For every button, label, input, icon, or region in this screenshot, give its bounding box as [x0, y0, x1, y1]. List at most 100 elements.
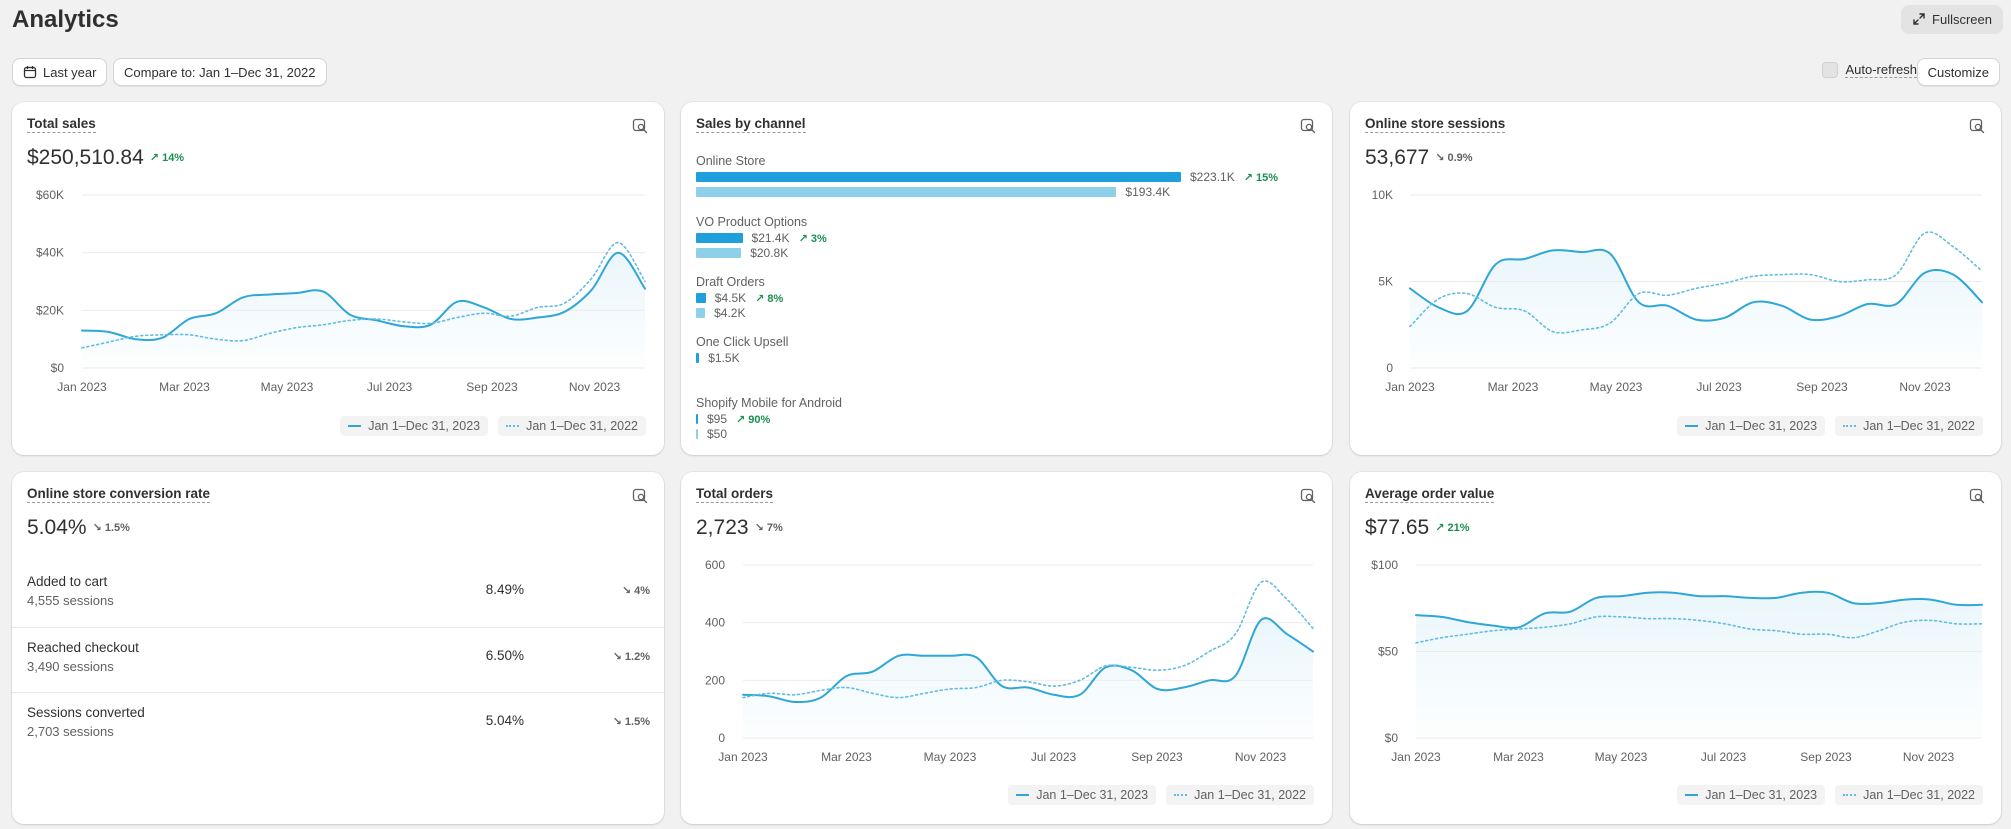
series-line-current — [742, 617, 1314, 704]
series-line-previous — [81, 241, 646, 349]
channel-bar[interactable] — [696, 187, 1117, 197]
previous-bar-row: $193.4K — [696, 185, 1317, 199]
customize-button[interactable]: Customize — [1916, 58, 2000, 86]
channel-bar[interactable] — [696, 308, 706, 318]
legend-previous[interactable]: Jan 1–Dec 31, 2022 — [1835, 785, 1983, 805]
funnel-step-sessions: 4,555 sessions — [27, 593, 114, 608]
x-tick-label: May 2023 — [924, 750, 977, 764]
date-range-button[interactable]: Last year — [12, 58, 108, 86]
chart-legend: Jan 1–Dec 31, 2023 Jan 1–Dec 31, 2022 — [1008, 785, 1314, 805]
card-title[interactable]: Sales by channel — [696, 116, 806, 133]
channel-name: Draft Orders — [696, 275, 765, 289]
metric-number: $250,510.84 — [27, 146, 144, 169]
explore-icon[interactable] — [632, 488, 648, 504]
legend-current[interactable]: Jan 1–Dec 31, 2023 — [340, 416, 489, 436]
channel-bar[interactable] — [696, 353, 700, 363]
y-tick-label: $60K — [36, 188, 64, 202]
current-bar-row: $21.4K ↗ 3% — [696, 231, 1317, 245]
average-order-value-card: Average order value $77.65 ↗ 21% $100 $50 $… — [1350, 472, 2001, 824]
fullscreen-label: Fullscreen — [1932, 11, 1992, 27]
legend-current[interactable]: Jan 1–Dec 31, 2023 — [1677, 785, 1826, 805]
total-sales-card: Total sales $250,510.84 ↗ 14% $60K $40K $20… — [12, 102, 664, 455]
legend-label: Jan 1–Dec 31, 2023 — [1705, 788, 1818, 802]
sessions-chart: 10K 5K 0 Jan 2023 Mar 2023 May 2023 Jul 2023 Se… — [1372, 188, 1983, 394]
y-tick-label: 0 — [718, 731, 725, 745]
bar-value-label: $223.1K — [1190, 170, 1235, 184]
x-tick-label: Mar 2023 — [1488, 380, 1539, 394]
bar-value-label: $193.4K — [1125, 185, 1171, 199]
channel-bar[interactable] — [696, 172, 1181, 182]
legend-label: Jan 1–Dec 31, 2022 — [1194, 788, 1306, 802]
previous-bar-row: $20.8K — [696, 246, 1317, 260]
funnel-step-percent: 6.50% — [485, 648, 524, 663]
metric-value: 2,723 ↘ 7% — [696, 516, 783, 540]
dotted-line-swatch — [1843, 425, 1857, 427]
series-line-previous — [742, 580, 1314, 699]
card-title[interactable]: Online store sessions — [1365, 116, 1506, 133]
series-area — [1410, 249, 1982, 368]
x-tick-label: Nov 2023 — [569, 380, 621, 394]
fullscreen-button[interactable]: Fullscreen — [1901, 5, 2003, 33]
bar-delta-label: ↗ 15% — [1243, 171, 1279, 184]
metric-value: $77.65 ↗ 21% — [1365, 516, 1470, 540]
legend-label: Jan 1–Dec 31, 2023 — [1705, 419, 1818, 433]
channel-name: Shopify Mobile for Android — [696, 396, 842, 410]
card-title[interactable]: Total orders — [696, 486, 774, 503]
calendar-icon — [23, 66, 37, 79]
explore-icon[interactable] — [1300, 488, 1316, 504]
card-title[interactable]: Online store conversion rate — [27, 486, 211, 503]
sessions-card: Online store sessions 53,677 ↘ 0.9% 10K 5K… — [1350, 102, 2001, 455]
solid-line-swatch — [1685, 794, 1699, 796]
y-tick-label: $20K — [36, 303, 64, 317]
customize-label: Customize — [1927, 64, 1989, 80]
x-tick-label: Sep 2023 — [1796, 380, 1848, 394]
solid-line-swatch — [348, 425, 362, 427]
auto-refresh-checkbox[interactable] — [1822, 62, 1839, 78]
series-area — [743, 618, 1313, 738]
compare-button[interactable]: Compare to: Jan 1–Dec 31, 2022 — [113, 58, 327, 86]
channel-name: One Click Upsell — [696, 335, 789, 349]
x-tick-label: May 2023 — [1590, 380, 1643, 394]
channel-bar[interactable] — [696, 429, 698, 439]
metric-delta: ↘ 1.5% — [92, 522, 130, 534]
y-tick-label: $50 — [1378, 645, 1398, 659]
channel-bar[interactable] — [696, 293, 706, 303]
channel-row: Draft Orders $4.5K ↗ 8% $4.2K — [696, 275, 1317, 320]
channel-bar[interactable] — [696, 248, 742, 258]
explore-icon[interactable] — [632, 118, 648, 134]
legend-label: Jan 1–Dec 31, 2023 — [1036, 788, 1149, 802]
previous-bar-row: $4.2K — [696, 306, 1317, 320]
dotted-line-swatch — [1843, 794, 1857, 796]
channel-bar[interactable] — [696, 414, 698, 424]
explore-icon[interactable] — [1300, 118, 1316, 134]
x-tick-label: May 2023 — [261, 380, 314, 394]
metric-value: $250,510.84 ↗ 14% — [27, 146, 184, 170]
y-tick-label: 5K — [1378, 275, 1393, 289]
bar-value-label: $1.5K — [708, 351, 740, 365]
total-orders-chart: 600 400 200 0 Jan 2023 Mar 2023 May 2023 Jul 20… — [705, 558, 1314, 764]
legend-previous[interactable]: Jan 1–Dec 31, 2022 — [1835, 416, 1983, 436]
x-tick-label: Jan 2023 — [718, 750, 768, 764]
bar-value-label: $4.2K — [714, 306, 746, 320]
metric-number: 5.04% — [27, 516, 87, 539]
card-title[interactable]: Average order value — [1365, 486, 1495, 503]
funnel-step-label: Sessions converted — [27, 705, 145, 720]
y-tick-label: 400 — [705, 616, 725, 630]
auto-refresh-toggle[interactable]: Auto-refresh — [1822, 62, 1917, 78]
channel-name: VO Product Options — [696, 215, 808, 229]
card-title[interactable]: Total sales — [27, 116, 96, 133]
solid-line-swatch — [1685, 425, 1699, 427]
channel-bar[interactable] — [696, 233, 743, 243]
y-tick-label: 0 — [1386, 361, 1393, 375]
chart-legend: Jan 1–Dec 31, 2023 Jan 1–Dec 31, 2022 — [1677, 416, 1983, 436]
legend-current[interactable]: Jan 1–Dec 31, 2023 — [1008, 785, 1157, 805]
explore-icon[interactable] — [1969, 118, 1985, 134]
explore-icon[interactable] — [1969, 488, 1985, 504]
funnel-step-delta: ↘ 1.5% — [612, 716, 650, 728]
current-bar-row: $223.1K ↗ 15% — [696, 170, 1317, 184]
legend-current[interactable]: Jan 1–Dec 31, 2023 — [1677, 416, 1826, 436]
legend-label: Jan 1–Dec 31, 2022 — [526, 419, 638, 433]
legend-previous[interactable]: Jan 1–Dec 31, 2022 — [1166, 785, 1314, 805]
legend-previous[interactable]: Jan 1–Dec 31, 2022 — [498, 416, 646, 436]
dotted-line-swatch — [506, 425, 520, 427]
